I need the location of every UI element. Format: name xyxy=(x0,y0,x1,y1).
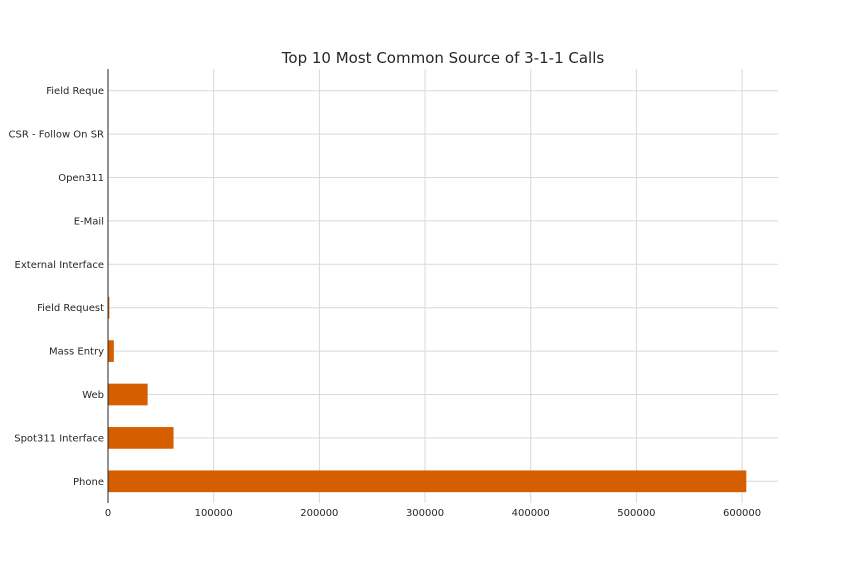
y-tick-label: Open311 xyxy=(58,173,104,184)
y-tick-label: Field Reque xyxy=(46,86,104,97)
chart-title: Top 10 Most Common Source of 3-1-1 Calls xyxy=(281,49,605,67)
x-tick-label: 300000 xyxy=(406,508,444,519)
y-tick-label: Web xyxy=(82,390,104,401)
bar xyxy=(108,470,747,493)
x-tick-label: 0 xyxy=(105,508,111,519)
bar xyxy=(108,427,174,449)
bar xyxy=(108,340,114,362)
y-tick-labels: Phone Spot311 Interface Web Mass Entry Field… xyxy=(9,86,105,488)
y-tick-label: Field Request xyxy=(37,303,104,314)
x-tick-label: 500000 xyxy=(617,508,655,519)
y-tick-label: Phone xyxy=(73,477,104,488)
bars xyxy=(108,79,747,493)
x-tick-label: 600000 xyxy=(723,508,761,519)
bar xyxy=(108,383,148,406)
y-tick-label: CSR - Follow On SR xyxy=(9,130,105,141)
y-tick-label: Mass Entry xyxy=(49,347,104,358)
y-tick-label: External Interface xyxy=(15,260,104,271)
x-tick-labels: 0 100000 200000 300000 400000 500000 600000 xyxy=(105,508,761,519)
y-tick-label: E-Mail xyxy=(74,216,104,227)
bar xyxy=(108,296,110,319)
grid-lines xyxy=(108,69,778,503)
x-tick-label: 400000 xyxy=(512,508,550,519)
x-tick-label: 100000 xyxy=(195,508,233,519)
x-tick-label: 200000 xyxy=(300,508,338,519)
y-tick-label: Spot311 Interface xyxy=(14,433,104,444)
